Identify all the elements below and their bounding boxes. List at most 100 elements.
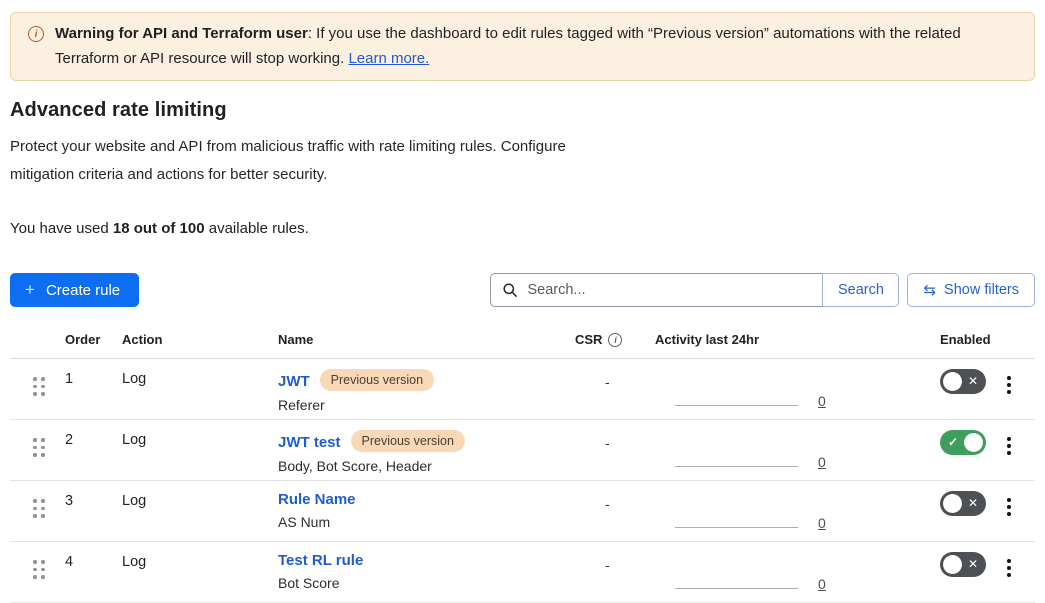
warning-body-text: : If you use the dashboard to edit rules… <box>55 25 961 67</box>
header-enabled: Enabled <box>940 332 991 347</box>
x-icon: ✕ <box>967 374 978 388</box>
csr-value: - <box>605 496 610 512</box>
learn-more-link[interactable]: Learn more. <box>348 50 430 67</box>
rule-name-cell: JWT test Previous version Body, Bot Score… <box>278 430 558 474</box>
warning-banner: i Warning for API and Terraform user: If… <box>10 12 1035 81</box>
table-row: 4 Log Test RL rule Bot Score - 0 ✓ ✕ <box>10 542 1035 603</box>
row-menu-kebab-icon[interactable] <box>993 372 1025 398</box>
rule-name-cell: Rule Name AS Num <box>278 491 558 530</box>
activity-count-link[interactable]: 0 <box>818 576 826 592</box>
header-activity: Activity last 24hr <box>655 332 760 347</box>
header-order: Order <box>65 332 101 347</box>
x-icon: ✕ <box>967 557 978 571</box>
rule-name-link[interactable]: JWT test <box>278 434 341 451</box>
usage-suffix: available rules. <box>208 220 309 237</box>
warning-text: Warning for API and Terraform user: If y… <box>55 21 1018 71</box>
enabled-toggle[interactable]: ✓ ✕ <box>940 369 986 394</box>
enabled-cell: ✓ ✕ <box>895 430 993 455</box>
rule-order: 3 <box>65 493 74 509</box>
page-title: Advanced rate limiting <box>10 99 227 121</box>
create-rule-label: Create rule <box>45 281 121 299</box>
search-button[interactable]: Search <box>822 273 900 307</box>
row-menu-kebab-icon[interactable] <box>993 433 1025 459</box>
rule-name-link[interactable]: Test RL rule <box>278 552 364 569</box>
x-icon: ✕ <box>967 496 978 510</box>
enabled-cell: ✓ ✕ <box>895 552 993 577</box>
activity-count-link[interactable]: 0 <box>818 515 826 531</box>
rule-action: Log <box>122 432 147 448</box>
rule-order: 1 <box>65 371 74 387</box>
drag-handle-icon[interactable] <box>25 559 51 580</box>
rule-criteria: AS Num <box>278 514 331 530</box>
enabled-cell: ✓ ✕ <box>895 369 993 394</box>
drag-handle-icon[interactable] <box>25 498 51 519</box>
toolbar-right: Search ⇆ Show filters <box>490 273 1035 307</box>
table-row: 1 Log JWT Previous version Referer - 0 ✓ … <box>10 359 1035 420</box>
page-description: Protect your website and API from malici… <box>10 138 566 183</box>
rule-action: Log <box>122 554 147 570</box>
toggle-knob <box>943 494 962 513</box>
enabled-cell: ✓ ✕ <box>895 491 993 516</box>
row-menu-kebab-icon[interactable] <box>993 494 1025 520</box>
activity-cell: 0 <box>655 430 895 470</box>
activity-count-link[interactable]: 0 <box>818 393 826 409</box>
previous-version-badge: Previous version <box>319 369 435 391</box>
rules-table: Order Action Name CSR i Activity last 24h… <box>10 332 1035 603</box>
rule-action: Log <box>122 493 147 509</box>
show-filters-button[interactable]: ⇆ Show filters <box>907 273 1035 307</box>
search-icon <box>503 283 518 297</box>
search-input[interactable] <box>490 273 823 307</box>
drag-handle-icon[interactable] <box>25 437 51 458</box>
header-csr: CSR i <box>558 332 655 347</box>
toolbar: + Create rule Search ⇆ Show filters <box>10 273 1035 307</box>
rule-order: 2 <box>65 432 74 448</box>
usage-count: 18 out of 100 <box>112 220 205 237</box>
swap-arrows-icon: ⇆ <box>923 281 937 299</box>
activity-sparkline <box>675 466 798 467</box>
rule-criteria: Bot Score <box>278 575 340 591</box>
plus-icon: + <box>25 280 35 299</box>
rule-criteria: Body, Bot Score, Header <box>278 457 432 474</box>
rule-name-cell: Test RL rule Bot Score <box>278 552 558 591</box>
rule-name-cell: JWT Previous version Referer <box>278 369 558 413</box>
usage-prefix: You have used <box>10 220 109 237</box>
enabled-toggle[interactable]: ✓ ✕ <box>940 430 986 455</box>
rule-name-link[interactable]: JWT <box>278 373 310 390</box>
rule-order: 4 <box>65 554 74 570</box>
row-menu-kebab-icon[interactable] <box>993 555 1025 581</box>
rule-action: Log <box>122 371 147 387</box>
rule-name-link[interactable]: Rule Name <box>278 491 356 508</box>
activity-count-link[interactable]: 0 <box>818 454 826 470</box>
enabled-toggle[interactable]: ✓ ✕ <box>940 552 986 577</box>
table-header-row: Order Action Name CSR i Activity last 24h… <box>10 332 1035 359</box>
activity-cell: 0 <box>655 552 895 592</box>
csr-value: - <box>605 557 610 573</box>
header-name: Name <box>278 332 314 347</box>
header-csr-label: CSR <box>575 332 603 347</box>
info-icon: i <box>28 26 44 42</box>
create-rule-button[interactable]: + Create rule <box>10 273 140 307</box>
toggle-knob <box>943 372 962 391</box>
drag-handle-icon[interactable] <box>25 376 51 397</box>
activity-cell: 0 <box>655 369 895 409</box>
check-icon: ✓ <box>948 435 959 449</box>
activity-sparkline <box>675 405 798 406</box>
table-row: 2 Log JWT test Previous version Body, Bot… <box>10 420 1035 481</box>
previous-version-badge: Previous version <box>350 430 465 452</box>
search-box <box>490 273 823 307</box>
warning-bold-text: Warning for API and Terraform user <box>55 25 308 42</box>
toggle-knob <box>964 433 983 452</box>
header-action: Action <box>122 332 163 347</box>
activity-cell: 0 <box>655 491 895 531</box>
table-row: 3 Log Rule Name AS Num - 0 ✓ ✕ <box>10 481 1035 542</box>
show-filters-label: Show filters <box>944 282 1019 298</box>
search-group: Search <box>490 273 900 307</box>
rule-criteria: Referer <box>278 396 325 413</box>
activity-sparkline <box>675 527 798 528</box>
activity-sparkline <box>675 588 798 589</box>
csr-value: - <box>605 435 610 451</box>
csr-info-icon[interactable]: i <box>608 332 623 347</box>
enabled-toggle[interactable]: ✓ ✕ <box>940 491 986 516</box>
toggle-knob <box>943 555 962 574</box>
